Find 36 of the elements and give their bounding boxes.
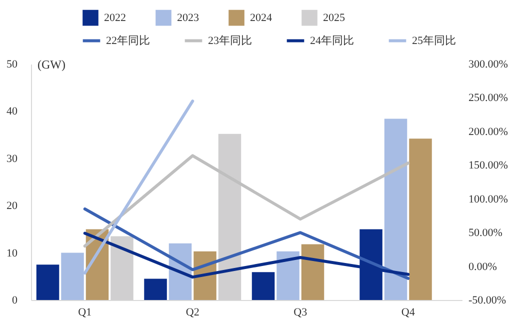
legend-label: 25年同比 [412, 34, 456, 47]
legend-label: 2022 [104, 12, 126, 24]
x-tick-label: Q2 [186, 306, 200, 318]
y2-tick-label: 200.00% [468, 126, 508, 138]
x-tick-label: Q1 [78, 306, 92, 318]
y-tick-label: 40 [6, 106, 18, 118]
bar [409, 138, 432, 300]
bar [36, 264, 60, 300]
line-series [83, 207, 410, 280]
legend-label: 2023 [177, 12, 200, 24]
y2-tick-label: 0.00% [468, 260, 497, 273]
y2-tick-label: 150.00% [468, 160, 508, 172]
y-tick-label: 50 [6, 58, 18, 70]
y2-tick-label: 50.00% [468, 227, 502, 240]
legend-label: 2025 [323, 12, 346, 24]
line-series [83, 154, 410, 248]
y2-tick-label: 100.00% [468, 193, 508, 206]
y-tick-label: 20 [6, 200, 18, 212]
y-axis-title: (GW) [38, 58, 66, 72]
bar [252, 272, 275, 300]
y-tick-label: 10 [6, 247, 18, 260]
bar [144, 278, 167, 300]
bar [384, 118, 408, 300]
legend-label: 2024 [250, 12, 272, 24]
legend-label: 24年同比 [310, 34, 354, 47]
x-tick-label: Q3 [294, 306, 308, 318]
x-tick-label: Q4 [401, 306, 416, 318]
y-tick-label: 0 [12, 294, 18, 306]
legend-label: 23年同比 [208, 34, 252, 47]
y2-tick-label: 300.00% [468, 58, 508, 70]
bar [276, 251, 300, 300]
y-tick-label: 30 [6, 152, 18, 165]
legend-label: 22年同比 [106, 34, 150, 47]
y2-tick-label: -50.00% [468, 294, 506, 306]
bar [301, 244, 324, 300]
y2-tick-label: 250.00% [468, 92, 508, 104]
